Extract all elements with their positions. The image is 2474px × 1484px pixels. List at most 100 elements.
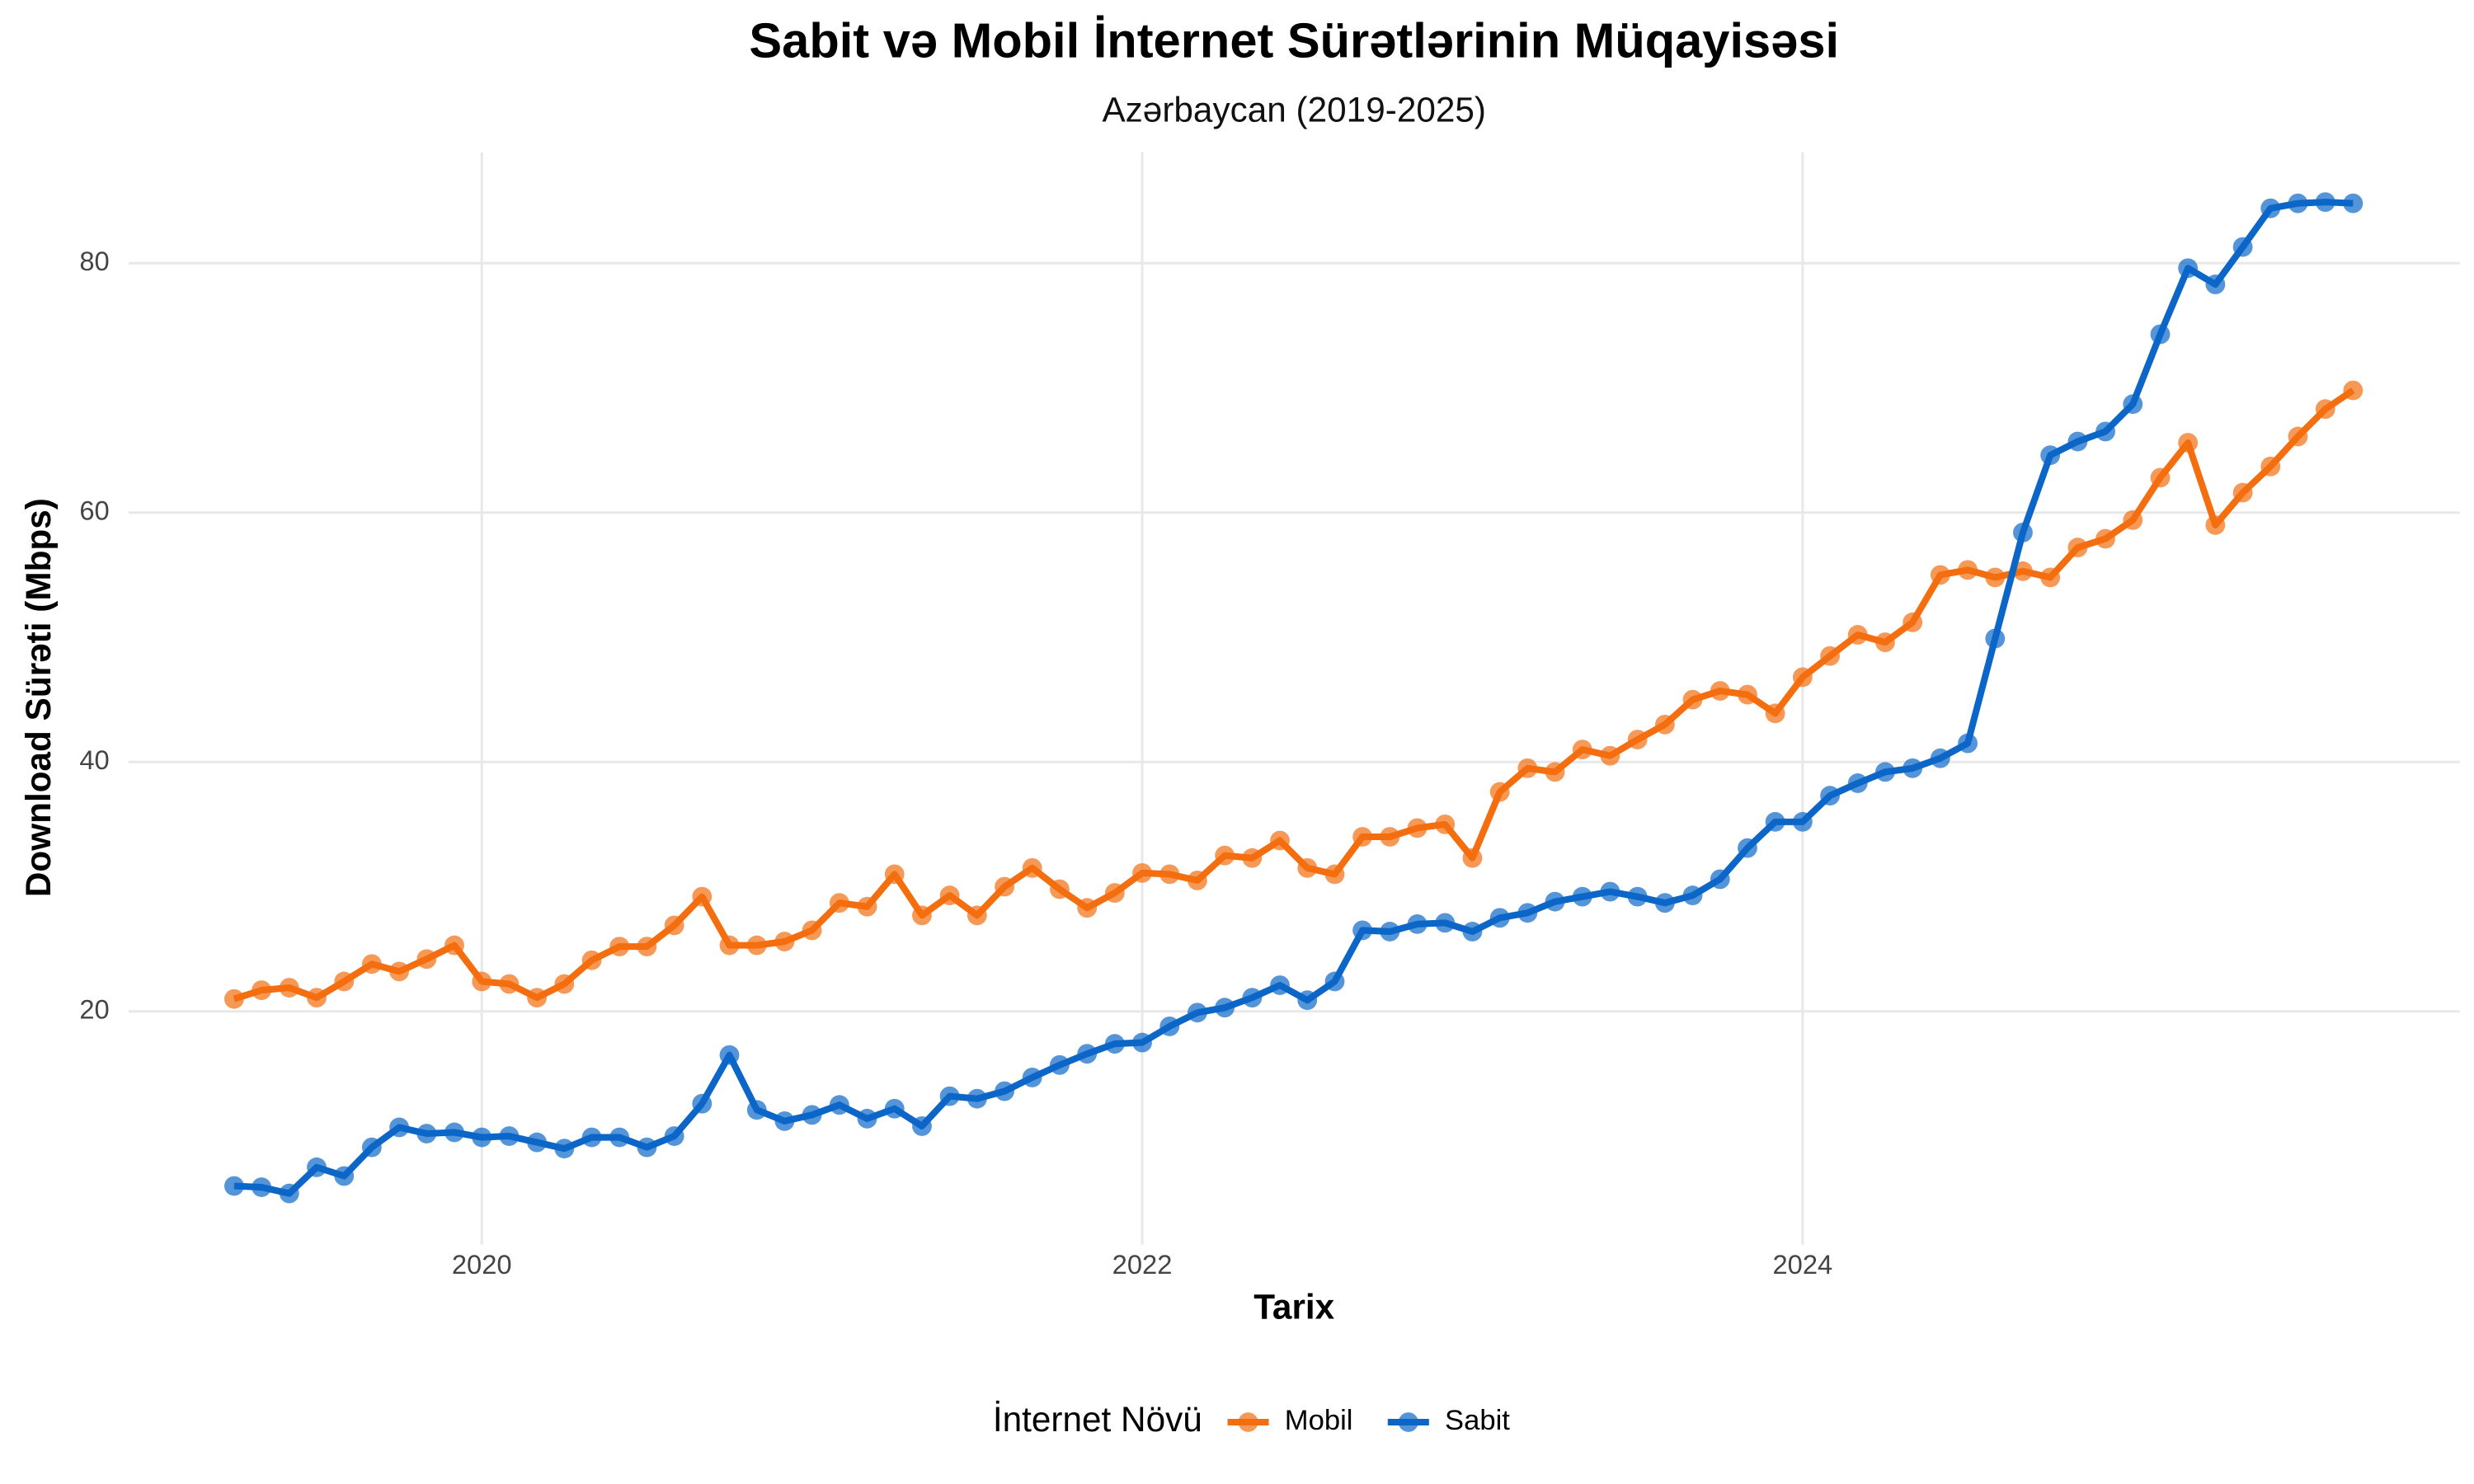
data-point <box>1875 632 1895 652</box>
data-point <box>279 1183 299 1204</box>
data-point <box>1545 762 1565 782</box>
data-point <box>1104 1034 1125 1054</box>
legend-label: Mobil <box>1285 1405 1353 1436</box>
data-point <box>2288 193 2308 214</box>
chart-subtitle: Azərbaycan (2019-2025) <box>1102 91 1486 129</box>
data-point <box>1132 1032 1152 1053</box>
data-point <box>1847 625 1868 645</box>
data-point <box>774 932 795 951</box>
data-point <box>361 1137 382 1158</box>
data-point <box>1903 758 1923 778</box>
data-point <box>2150 467 2171 488</box>
data-point <box>2232 237 2253 257</box>
data-point <box>829 893 849 913</box>
data-point <box>554 1139 575 1159</box>
data-point <box>307 988 327 1008</box>
data-point <box>1517 758 1538 778</box>
data-point <box>472 971 492 992</box>
data-point <box>1958 560 1978 580</box>
data-point <box>664 1126 684 1146</box>
data-point <box>389 961 410 982</box>
data-point <box>2260 456 2281 477</box>
data-point <box>1792 667 1813 688</box>
data-point <box>967 905 987 926</box>
data-point <box>774 1111 795 1131</box>
data-point <box>1462 922 1483 942</box>
data-point <box>1077 898 1098 918</box>
y-tick-label: 20 <box>79 993 109 1024</box>
data-point <box>1985 567 2006 588</box>
data-point <box>939 885 960 906</box>
data-point <box>1050 1054 1070 1075</box>
data-point <box>527 988 548 1008</box>
data-point <box>746 935 767 956</box>
data-point <box>802 1105 822 1125</box>
data-point <box>1985 628 2006 649</box>
data-point <box>499 1126 520 1146</box>
data-point <box>1820 646 1841 666</box>
legend-title: İnternet Növü <box>993 1400 1202 1439</box>
data-point <box>2013 561 2033 581</box>
legend-key-point <box>1238 1412 1258 1432</box>
data-point <box>527 1132 548 1153</box>
data-point <box>1297 990 1318 1011</box>
data-point <box>2095 421 2115 442</box>
data-point <box>609 937 630 957</box>
data-point <box>1765 703 1785 724</box>
data-point <box>223 989 244 1009</box>
data-point <box>2343 193 2363 214</box>
data-point <box>307 1157 327 1177</box>
data-point <box>1215 845 1235 866</box>
legend: İnternet Növü Mobil Sabit <box>993 1400 1510 1439</box>
data-point <box>1324 971 1345 992</box>
data-point <box>2067 538 2088 558</box>
data-point <box>1297 857 1318 878</box>
data-point <box>1958 733 1978 754</box>
legend-key-point <box>1398 1412 1418 1432</box>
y-tick-label: 40 <box>79 744 109 775</box>
data-point <box>1380 827 1400 847</box>
data-point <box>2343 380 2363 401</box>
x-tick-label: 2022 <box>1112 1249 1173 1280</box>
data-point <box>692 1093 713 1114</box>
data-point <box>2232 482 2253 503</box>
data-point <box>2095 528 2115 549</box>
chart-title: Sabit və Mobil İnternet Sürətlərinin Müq… <box>749 13 1839 68</box>
data-point <box>912 905 932 926</box>
data-point <box>1627 730 1648 749</box>
data-point <box>995 1081 1014 1101</box>
data-point <box>1600 745 1620 766</box>
data-point <box>1765 811 1785 832</box>
data-point <box>939 1086 960 1106</box>
data-point <box>664 915 684 936</box>
data-point <box>1710 869 1730 890</box>
data-point <box>499 974 520 994</box>
data-point <box>1545 891 1565 912</box>
data-point <box>1352 920 1373 941</box>
data-point <box>1462 848 1483 868</box>
data-point <box>444 935 464 956</box>
data-point <box>1187 1003 1207 1023</box>
data-point <box>1930 748 1950 768</box>
data-point <box>1132 862 1152 883</box>
data-point <box>2067 431 2088 452</box>
data-point <box>2315 399 2335 420</box>
data-point <box>912 1115 932 1136</box>
data-point <box>2123 394 2143 415</box>
data-point <box>2040 567 2061 588</box>
data-point <box>1572 740 1592 760</box>
data-point <box>1875 762 1895 782</box>
data-point <box>1847 773 1868 793</box>
data-point <box>1654 714 1675 735</box>
data-point <box>2205 514 2226 535</box>
data-point <box>252 980 272 1000</box>
data-point <box>1242 848 1263 868</box>
x-axis-label: Tarix <box>1253 1288 1334 1327</box>
x-tick-label: 2020 <box>452 1249 512 1280</box>
data-point <box>1489 782 1510 802</box>
data-point <box>1820 786 1841 806</box>
data-point <box>1022 857 1042 878</box>
data-point <box>609 1127 630 1148</box>
data-point <box>857 1108 877 1129</box>
data-point <box>1159 1016 1180 1036</box>
